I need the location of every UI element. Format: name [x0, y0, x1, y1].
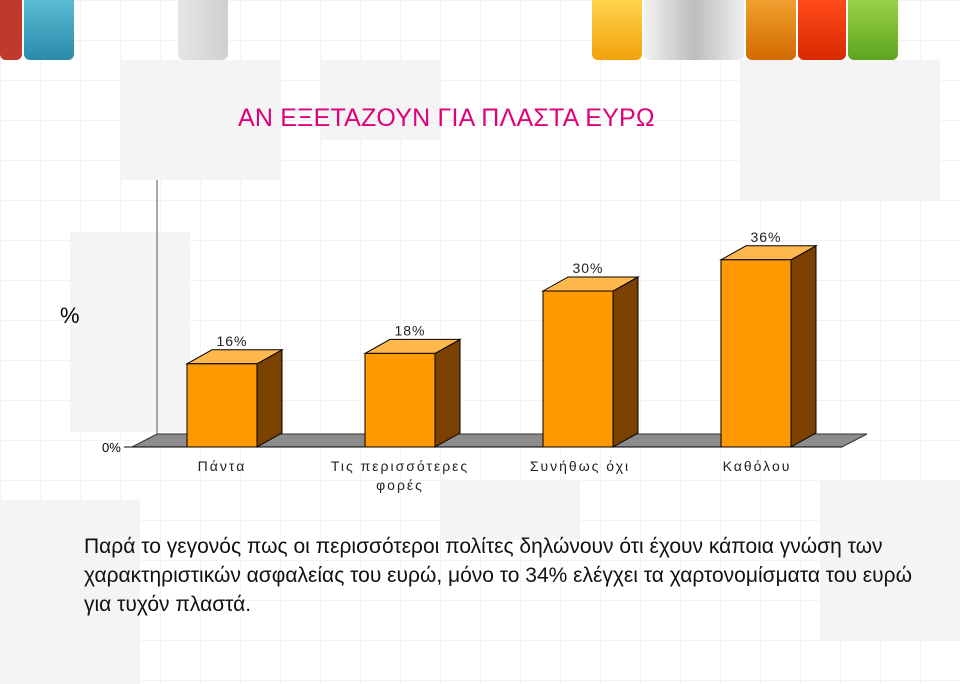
decor-tile-orange [746, 0, 796, 60]
bar-side-1 [256, 348, 283, 448]
decor-tile-teal [24, 0, 74, 60]
category-label-line: φορές [376, 477, 424, 493]
category-label-2: Τις περισσότερες φορές [310, 457, 490, 495]
category-label-line: Πάντα [197, 458, 247, 474]
y-tick-label-zero: 0% [102, 440, 121, 455]
decor-tile-green [848, 0, 898, 60]
bar-4 [720, 259, 792, 448]
category-label-line: Συνήθως όχι [529, 458, 631, 474]
bar-3 [542, 290, 614, 448]
bar-side-4 [790, 244, 817, 448]
category-label-1: Πάντα [132, 457, 312, 476]
caption-text: Παρά το γεγονός πως οι περισσότεροι πολί… [84, 535, 912, 616]
y-axis-unit-label: % [60, 303, 80, 328]
decor-tile-photo-2 [644, 0, 744, 60]
chart-bars: 16% 18% 30% 36% [185, 229, 818, 448]
decor-tile-yellow [592, 0, 642, 60]
chart-title: ΑΝ ΕΞΕΤΑΖΟΥΝ ΓΙΑ ΠΛΑΣΤΑ ΕΥΡΩ [238, 104, 655, 132]
category-label-line: Τις περισσότερες [330, 458, 470, 474]
bar-value-label-4: 36% [750, 229, 781, 245]
decor-tile-red [0, 0, 22, 60]
bar-value-label-2: 18% [394, 322, 425, 338]
bar-value-label-3: 30% [572, 260, 603, 276]
bar-1 [186, 363, 258, 448]
bar-side-2 [434, 338, 461, 448]
category-label-line: Καθόλου [722, 458, 792, 474]
decor-tile-photo [178, 0, 228, 60]
bar-side-3 [612, 276, 639, 448]
bar-value-label-1: 16% [216, 333, 247, 349]
decor-tile-red-2 [798, 0, 846, 60]
bar-2 [364, 352, 436, 448]
category-label-4: Καθόλου [667, 457, 847, 476]
category-label-3: Συνήθως όχι [490, 457, 670, 476]
